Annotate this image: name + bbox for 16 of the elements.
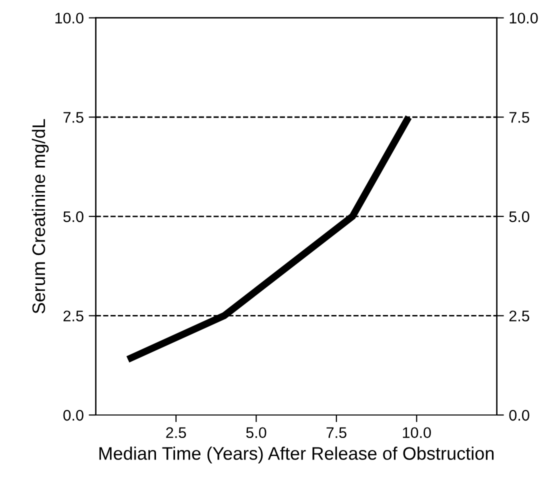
y2-tick-label: 10.0 [510,12,538,24]
y-tick-label: 7.5 [64,112,84,123]
y-tick-label: 10.0 [55,12,84,24]
x-tick-label: 2.5 [166,427,186,438]
x-tick-label: 5.0 [246,427,266,438]
y-tick-label: 0.0 [63,410,84,421]
y2-tick-label: 7.5 [509,112,530,123]
x-axis-title: Median Time (Years) After Release of Obstruction [99,446,494,464]
x-tick-label: 10.0 [402,427,431,438]
y2-tick-label: 0.0 [509,410,530,421]
y2-tick-label: 2.5 [509,310,530,322]
y2-tick-label: 5.0 [509,211,530,222]
y-axis-title: Serum Creatinine mg/dL [32,119,49,314]
y-tick-label: 5.0 [63,211,84,222]
y-tick-label: 2.5 [64,310,84,322]
x-tick-label: 7.5 [326,427,346,438]
